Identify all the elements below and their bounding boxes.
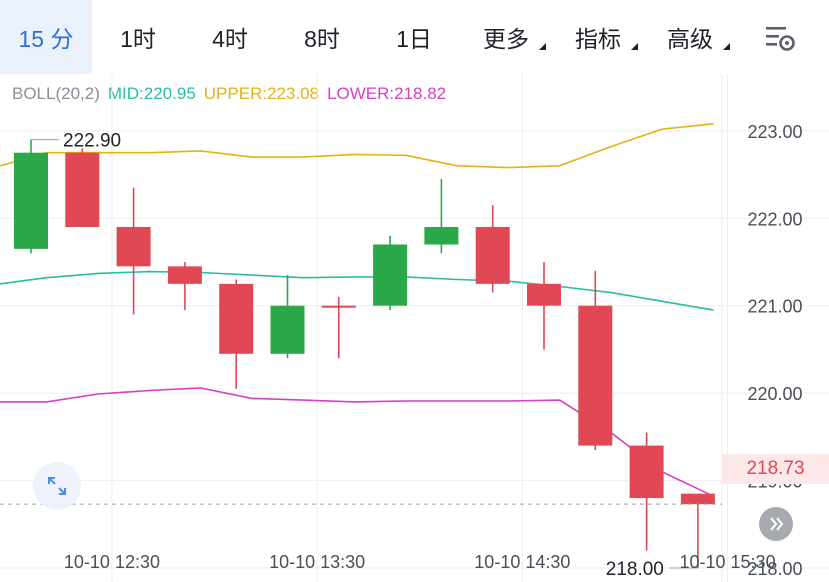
expand-icon (48, 477, 66, 495)
tab-1[interactable]: 1时 (92, 0, 184, 74)
timeframe-tabbar: 15 分 1时 4时 8时 1日 更多 指标 高级 (0, 0, 829, 74)
tab-label: 1日 (396, 26, 432, 52)
dropdown-caret-icon (631, 43, 638, 50)
candle-body (270, 305, 305, 354)
y-tick-label: 220.00 (747, 384, 802, 404)
current-price-tag: 218.73 (722, 454, 829, 484)
candle-body (475, 227, 510, 284)
candle-body (373, 244, 408, 306)
tab-label: 8时 (304, 26, 340, 52)
y-tick-label: 221.00 (747, 297, 802, 317)
boll-name: BOLL(20,2) (12, 84, 100, 103)
scroll-to-latest-button[interactable] (759, 507, 793, 541)
tab-3[interactable]: 8时 (276, 0, 368, 74)
tab-label: 指标 (575, 26, 621, 52)
dropdown-caret-icon (723, 43, 730, 50)
tab-label: 15 分 (18, 26, 74, 52)
candle-body (321, 305, 356, 308)
candle-body (167, 266, 202, 284)
boll-mid-line (0, 270, 714, 311)
tab-7[interactable]: 高级 (644, 0, 736, 74)
candle-body (578, 305, 613, 446)
x-tick-label: 10-10 14:30 (474, 552, 570, 572)
x-tick-label: 10-10 15:30 (680, 552, 776, 572)
tab-label: 更多 (483, 26, 529, 52)
tab-label: 1时 (120, 26, 156, 52)
scroll-to-latest-icon (770, 517, 784, 531)
candle-body (424, 227, 459, 245)
y-tick-label: 223.00 (747, 122, 802, 142)
boll-mid: MID:220.95 (107, 84, 196, 103)
tab-label: 高级 (667, 26, 713, 52)
candle-body (14, 152, 48, 249)
low-annotation: 218.00 (606, 559, 664, 580)
x-tick-label: 10-10 13:30 (269, 552, 365, 572)
boll-upper-line (0, 123, 714, 169)
high-annotation: 222.90 (63, 131, 121, 152)
tab-5[interactable]: 更多 (460, 0, 552, 74)
tab-4[interactable]: 1日 (368, 0, 460, 74)
current-price-label: 218.73 (746, 458, 805, 479)
candle-body (219, 283, 254, 354)
boll-legend: BOLL(20,2) MID:220.95 UPPER:223.08 LOWER:21… (12, 84, 454, 104)
y-tick-label: 222.00 (747, 209, 802, 229)
chart-settings-icon[interactable] (760, 18, 800, 56)
boll-upper: UPPER:223.08 (203, 84, 320, 103)
candle-body (116, 227, 151, 267)
candle-body (65, 152, 100, 228)
candlestick-chart[interactable]: 223.00222.00221.00220.00219.00218.00222.… (0, 74, 829, 582)
tab-0[interactable]: 15 分 (0, 0, 92, 74)
x-tick-label: 10-10 12:30 (64, 552, 160, 572)
tab-label: 4时 (212, 26, 248, 52)
candle-body (527, 283, 561, 306)
y-tick-label: 218.00 (747, 559, 802, 579)
candle-body (629, 445, 664, 499)
tab-6[interactable]: 指标 (552, 0, 644, 74)
candle-body (680, 493, 715, 505)
expand-chart-button[interactable] (33, 462, 81, 510)
tab-2[interactable]: 4时 (184, 0, 276, 74)
boll-lower: LOWER:218.82 (327, 84, 447, 103)
dropdown-caret-icon (539, 43, 546, 50)
